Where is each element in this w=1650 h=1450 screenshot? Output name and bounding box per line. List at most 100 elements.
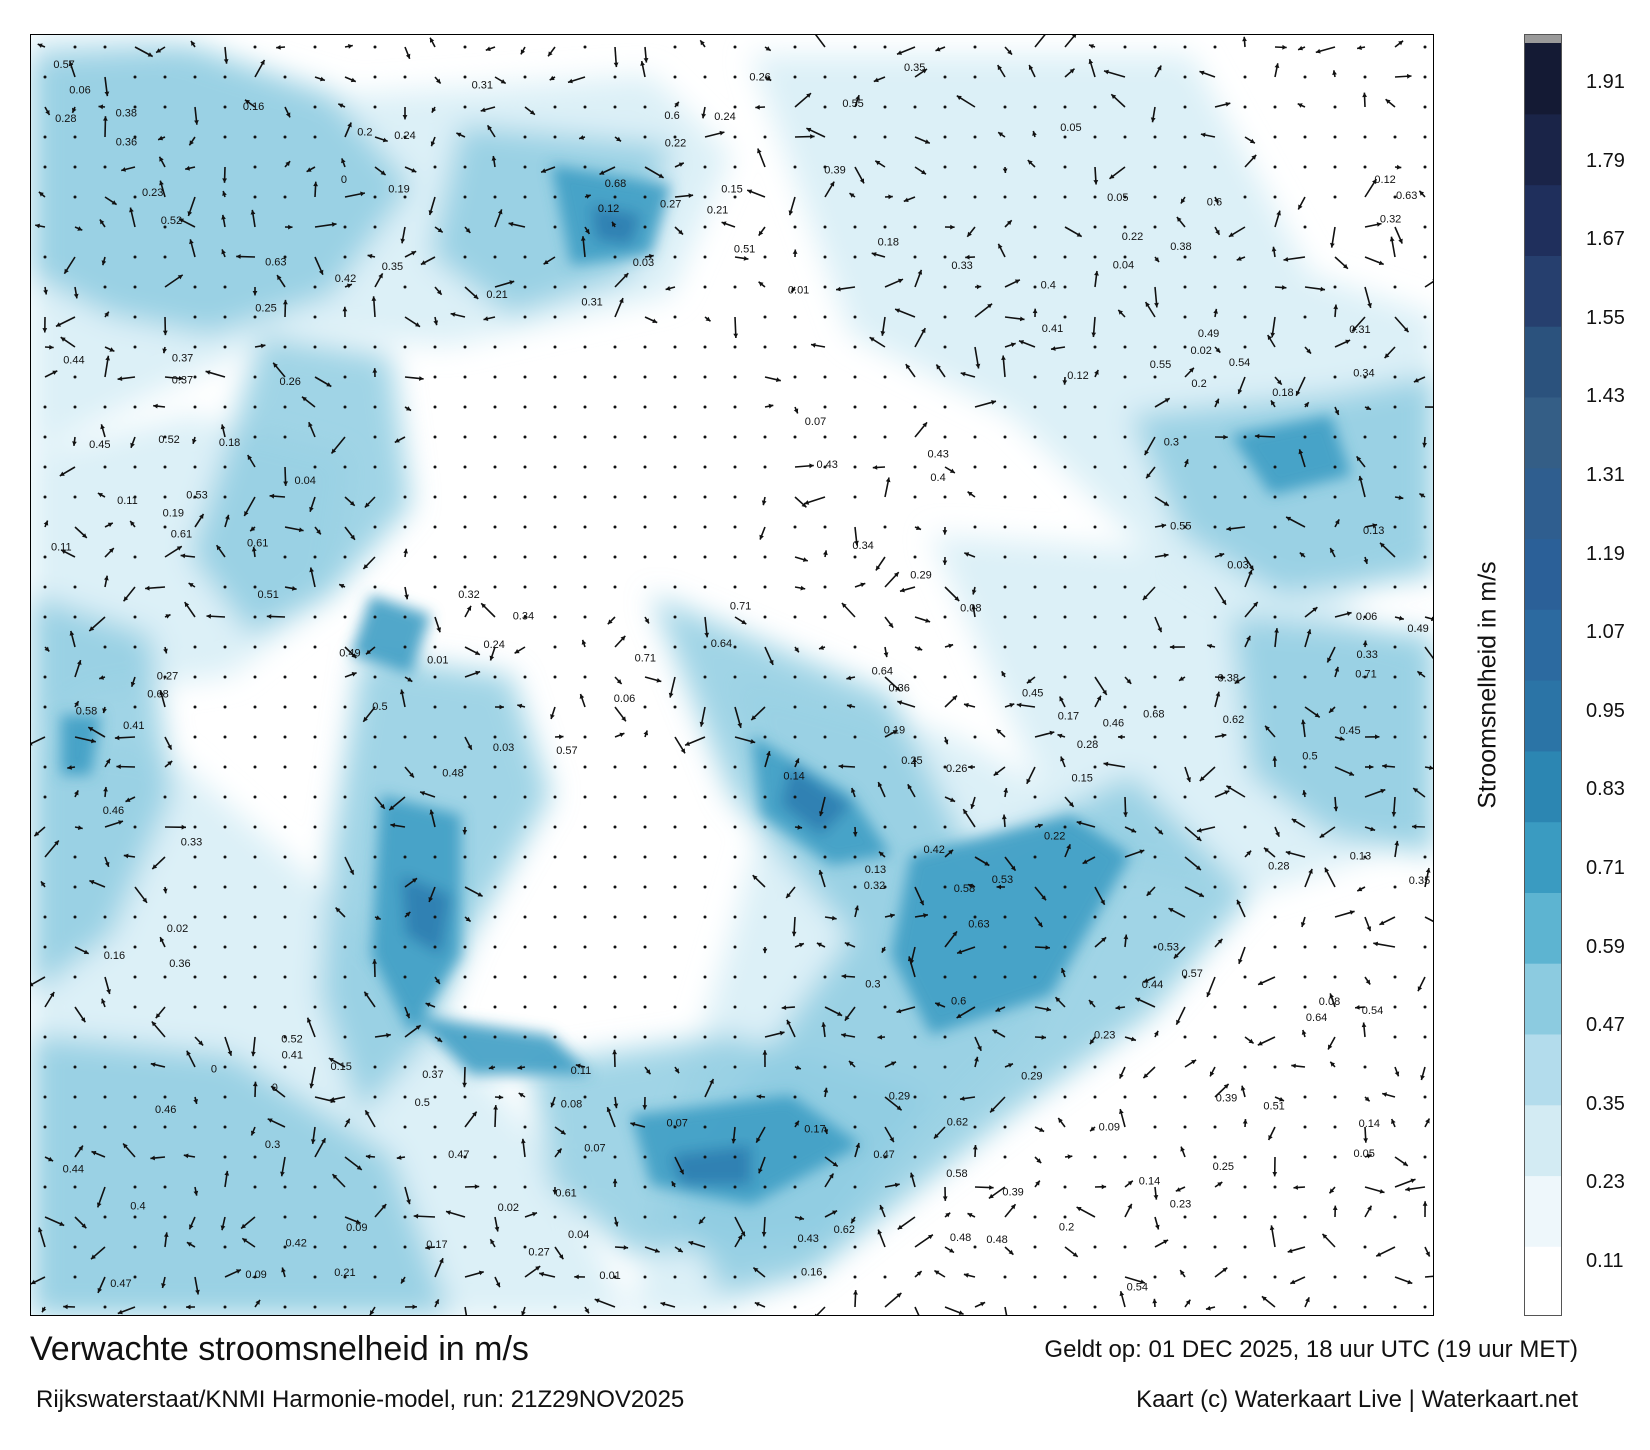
calm-vector-dot (1033, 1095, 1037, 1099)
current-vector-head (37, 43, 43, 48)
calm-vector-dot (313, 825, 317, 829)
current-vector-head (517, 703, 523, 709)
calm-vector-dot (1033, 1245, 1037, 1249)
colorbar-band (1525, 750, 1561, 823)
current-vector-head (993, 771, 999, 776)
calm-vector-dot (703, 345, 707, 349)
current-vector-head (130, 442, 135, 448)
speed-label: 0.36 (116, 136, 137, 148)
speed-label: 0.24 (714, 111, 735, 123)
calm-vector-dot (1393, 585, 1397, 589)
calm-vector-dot (913, 855, 917, 859)
calm-vector-dot (583, 975, 587, 979)
calm-vector-dot (103, 645, 107, 649)
current-vector-head (1076, 232, 1082, 237)
current-vector-head (779, 1030, 785, 1036)
calm-vector-dot (193, 885, 197, 889)
current-vector-head (1153, 1195, 1159, 1200)
speed-label: 0.49 (339, 647, 360, 659)
current-vector-head (821, 1022, 827, 1027)
current-vector-head (365, 1110, 370, 1116)
calm-vector-dot (1243, 1215, 1247, 1219)
current-vector-head (613, 62, 619, 68)
current-vector-head (823, 1129, 829, 1134)
current-vector-head (1356, 456, 1362, 462)
current-vector-head (1302, 790, 1307, 795)
calm-vector-dot (1123, 195, 1127, 199)
calm-vector-dot (1303, 585, 1307, 589)
calm-vector-dot (973, 645, 977, 649)
calm-vector-dot (283, 1245, 287, 1249)
current-vector-head (1380, 788, 1386, 794)
calm-vector-dot (1213, 255, 1217, 259)
current-vector-head (434, 1299, 439, 1305)
calm-vector-dot (193, 345, 197, 349)
current-vector-head (894, 1182, 900, 1188)
calm-vector-dot (943, 285, 947, 289)
current-vector-head (104, 861, 110, 867)
calm-vector-dot (1033, 195, 1037, 199)
current-vector-head (1094, 369, 1099, 375)
speed-label: 0.31 (581, 297, 602, 309)
current-vector-head (355, 1219, 361, 1224)
calm-vector-dot (1183, 165, 1187, 169)
speed-label: 0.62 (947, 1116, 968, 1128)
calm-vector-dot (1393, 675, 1397, 679)
calm-vector-dot (343, 975, 347, 979)
current-vector-head (855, 1143, 861, 1148)
current-vector-head (1010, 865, 1016, 871)
calm-vector-dot (523, 75, 527, 79)
current-vector-head (1254, 433, 1260, 439)
speed-label: 0.43 (817, 459, 838, 471)
calm-vector-dot (733, 585, 737, 589)
current-vector-head (921, 328, 926, 334)
speed-label: 0.11 (571, 1065, 592, 1077)
current-vector-head (1349, 771, 1354, 776)
calm-vector-dot (943, 765, 947, 769)
current-vector-head (1328, 1044, 1333, 1050)
current-vector-head (102, 708, 107, 714)
current-vector-head (699, 721, 705, 727)
calm-vector-dot (523, 405, 527, 409)
calm-vector-dot (673, 885, 677, 889)
calm-vector-dot (853, 465, 857, 469)
current-vector-head (616, 679, 622, 684)
current-vector-head (474, 650, 480, 655)
current-vector-head (917, 646, 923, 651)
speed-label: 0.26 (946, 763, 967, 775)
speed-label: 0.13 (1350, 850, 1371, 862)
current-vector-head (799, 1215, 804, 1221)
calm-vector-dot (643, 585, 647, 589)
current-vector-head (1379, 1189, 1385, 1194)
moderate-current-zone (1231, 615, 1433, 855)
speed-label: 0.5 (415, 1097, 430, 1109)
calm-vector-dot (223, 1065, 227, 1069)
calm-vector-dot (1333, 855, 1337, 859)
current-vector-head (921, 169, 926, 175)
current-vector-head (43, 520, 49, 526)
current-vector-head (77, 226, 83, 231)
current-vector-head (1093, 180, 1099, 185)
current-vector-head (347, 122, 352, 128)
calm-vector-dot (1243, 345, 1247, 349)
calm-vector-dot (853, 375, 857, 379)
current-vector-head (976, 284, 982, 290)
calm-vector-dot (1363, 585, 1367, 589)
fast-current-core (781, 765, 851, 835)
calm-vector-dot (1303, 945, 1307, 949)
calm-vector-dot (763, 855, 767, 859)
calm-vector-dot (1063, 195, 1067, 199)
current-vector-head (1238, 958, 1243, 964)
current-vector-head (485, 46, 491, 51)
calm-vector-dot (703, 975, 707, 979)
current-vector-head (831, 915, 837, 921)
calm-vector-dot (223, 645, 227, 649)
current-vector-head (1385, 99, 1391, 104)
calm-vector-dot (853, 1185, 857, 1189)
current-vector-head (762, 948, 768, 954)
current-vector-head (1375, 734, 1380, 740)
current-vector-head (153, 403, 158, 409)
current-vector-head (754, 1302, 760, 1307)
calm-vector-dot (1093, 1095, 1097, 1099)
calm-vector-dot (673, 1275, 677, 1279)
